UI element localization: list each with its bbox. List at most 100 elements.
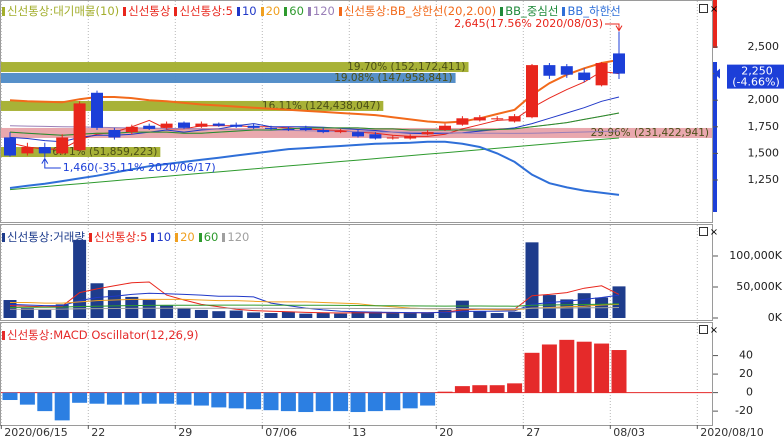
bar <box>524 352 540 393</box>
maximize-button[interactable] <box>699 325 708 334</box>
x-tick-label: 22 <box>91 426 105 439</box>
bar <box>177 308 191 318</box>
bar <box>421 313 435 318</box>
legend-text: 10 <box>156 230 172 244</box>
bar <box>124 392 140 405</box>
bar <box>73 239 87 318</box>
volume-profile-label: 19.08% (147,958,841) <box>334 72 452 84</box>
bar <box>612 286 626 318</box>
bar <box>72 392 88 403</box>
maximize-button[interactable] <box>699 227 708 236</box>
y-tick-label: 1,750 <box>748 120 780 133</box>
y-tick-label: 20 <box>739 367 753 380</box>
legend-item: 120 <box>307 4 335 18</box>
bar <box>20 308 34 318</box>
bar <box>472 385 488 393</box>
legend-swatch <box>198 233 202 242</box>
candle-body <box>178 122 190 128</box>
annotation-arrow <box>605 23 623 32</box>
legend-text: 신선통상:5 <box>179 4 233 18</box>
legend-text: 20 <box>265 4 281 18</box>
y-tick-label: 2,500 <box>748 40 780 53</box>
candle-body <box>613 53 625 74</box>
x-tick-label: 2020/06/15 <box>4 426 67 439</box>
candle-body <box>4 137 16 156</box>
legend-text: 10 <box>241 4 257 18</box>
candle-body <box>473 117 486 121</box>
legend-item: 신선통상:대기매물(10) <box>2 3 119 19</box>
bar <box>37 392 53 412</box>
legend-item: 신선통상 <box>123 3 170 19</box>
candle-body <box>386 137 399 139</box>
volume-profile-label: 16.11% (124,438,047) <box>262 100 380 112</box>
price-legend: 신선통상:대기매물(10) 신선통상 신선통상:5 10 20 60 120 신선통상:BB_… <box>2 3 621 19</box>
candle-body <box>352 132 364 137</box>
candle-body <box>212 123 225 126</box>
series-line <box>10 298 620 311</box>
bar <box>142 300 156 318</box>
panel-buttons: × × × <box>699 4 718 336</box>
range-strip-up <box>713 0 717 48</box>
legend-item: 신선통상:5 <box>174 3 233 19</box>
close-button[interactable]: × <box>710 4 718 15</box>
candle-body <box>91 92 103 128</box>
bar <box>508 311 522 318</box>
bar <box>299 313 313 318</box>
close-button[interactable]: × <box>710 227 718 238</box>
bar <box>193 392 209 406</box>
series-line <box>9 281 620 314</box>
candle-body <box>369 134 382 139</box>
series-line <box>9 303 620 308</box>
volume-legend: 신선통상:거래량 신선통상:5 10 20 60 120 <box>2 229 249 245</box>
legend-swatch <box>562 7 566 16</box>
legend-text: BB_하한선 <box>567 4 621 18</box>
bar <box>211 392 227 408</box>
bar <box>437 391 453 393</box>
bar <box>560 299 574 318</box>
bar <box>281 311 295 318</box>
legend-item: BB_중심선 <box>500 3 558 19</box>
bar <box>594 343 610 393</box>
bar <box>315 392 331 412</box>
bar <box>351 311 365 318</box>
bar <box>490 313 504 318</box>
candle-body <box>317 129 330 133</box>
maximize-button[interactable] <box>699 4 708 13</box>
candle-body <box>421 132 434 135</box>
series-line <box>9 58 620 124</box>
legend-swatch <box>151 233 155 242</box>
bar <box>473 311 487 318</box>
series-line <box>9 137 620 191</box>
bar <box>159 392 175 404</box>
bar <box>194 309 208 318</box>
bar <box>333 392 349 412</box>
candle-body <box>543 65 556 76</box>
candle-body <box>491 118 504 120</box>
volume-profile-bar <box>1 100 384 111</box>
legend-item: 신선통상:BB_상한선(20,2.00) <box>338 3 496 19</box>
legend-text: BB_중심선 <box>505 4 559 18</box>
bar <box>334 313 348 318</box>
legend-item: 10 <box>236 4 257 18</box>
annotation: 1,460(-35.11% 2020/06/17) <box>63 161 216 174</box>
legend-text: 신선통상:대기매물(10) <box>7 4 120 18</box>
close-button[interactable]: × <box>710 325 718 336</box>
legend-text: 신선통상:5 <box>93 230 148 244</box>
price-panel <box>0 0 713 223</box>
bar <box>507 383 523 393</box>
bar <box>38 309 52 318</box>
candle-body <box>108 129 121 138</box>
candle-body <box>439 125 451 130</box>
macd-panel <box>0 322 713 426</box>
legend-swatch <box>500 7 504 16</box>
x-tick-label: 27 <box>526 426 540 439</box>
y-tick-label: 0K <box>768 311 783 324</box>
bar <box>247 312 261 318</box>
bar <box>350 392 366 413</box>
legend-item: 60 <box>284 4 304 18</box>
legend-swatch <box>236 7 240 16</box>
candle-body <box>508 116 521 122</box>
bar <box>160 305 174 318</box>
legend-item: 신선통상:거래량 <box>2 229 85 245</box>
